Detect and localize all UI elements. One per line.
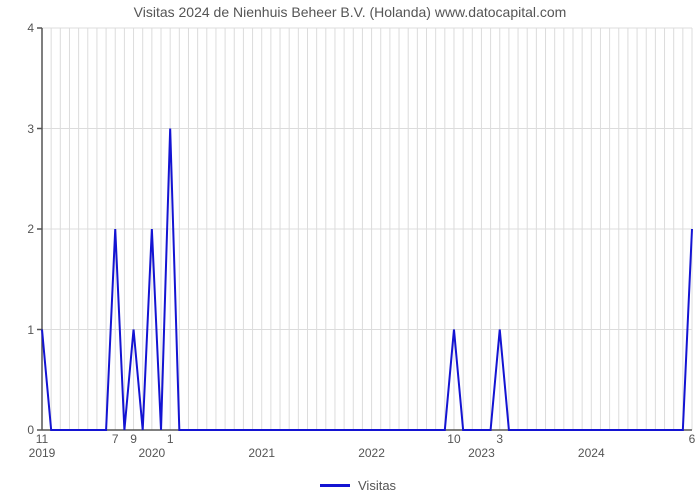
legend: Visitas	[320, 478, 396, 493]
month-tick-label: 7	[112, 432, 119, 446]
year-tick-label: 2020	[138, 446, 165, 460]
plot-area	[42, 28, 692, 430]
ytick-label: 2	[27, 222, 34, 236]
month-tick-label: 9	[130, 432, 137, 446]
plot-svg	[42, 28, 692, 430]
ytick-label: 1	[27, 323, 34, 337]
legend-label: Visitas	[358, 478, 396, 493]
year-tick-label: 2022	[358, 446, 385, 460]
year-tick-label: 2023	[468, 446, 495, 460]
year-tick-label: 2024	[578, 446, 605, 460]
month-tick-label: 1	[167, 432, 174, 446]
ytick-label: 0	[27, 423, 34, 437]
legend-swatch	[320, 484, 350, 487]
month-tick-label: 3	[496, 432, 503, 446]
ytick-label: 4	[27, 21, 34, 35]
ytick-label: 3	[27, 122, 34, 136]
year-tick-label: 2021	[248, 446, 275, 460]
month-tick-label: 6	[689, 432, 696, 446]
month-tick-label: 10	[447, 432, 460, 446]
year-tick-label: 2019	[29, 446, 56, 460]
month-tick-label: 11	[36, 432, 48, 446]
visitas-chart: Visitas 2024 de Nienhuis Beheer B.V. (Ho…	[0, 0, 700, 500]
chart-title: Visitas 2024 de Nienhuis Beheer B.V. (Ho…	[0, 4, 700, 20]
